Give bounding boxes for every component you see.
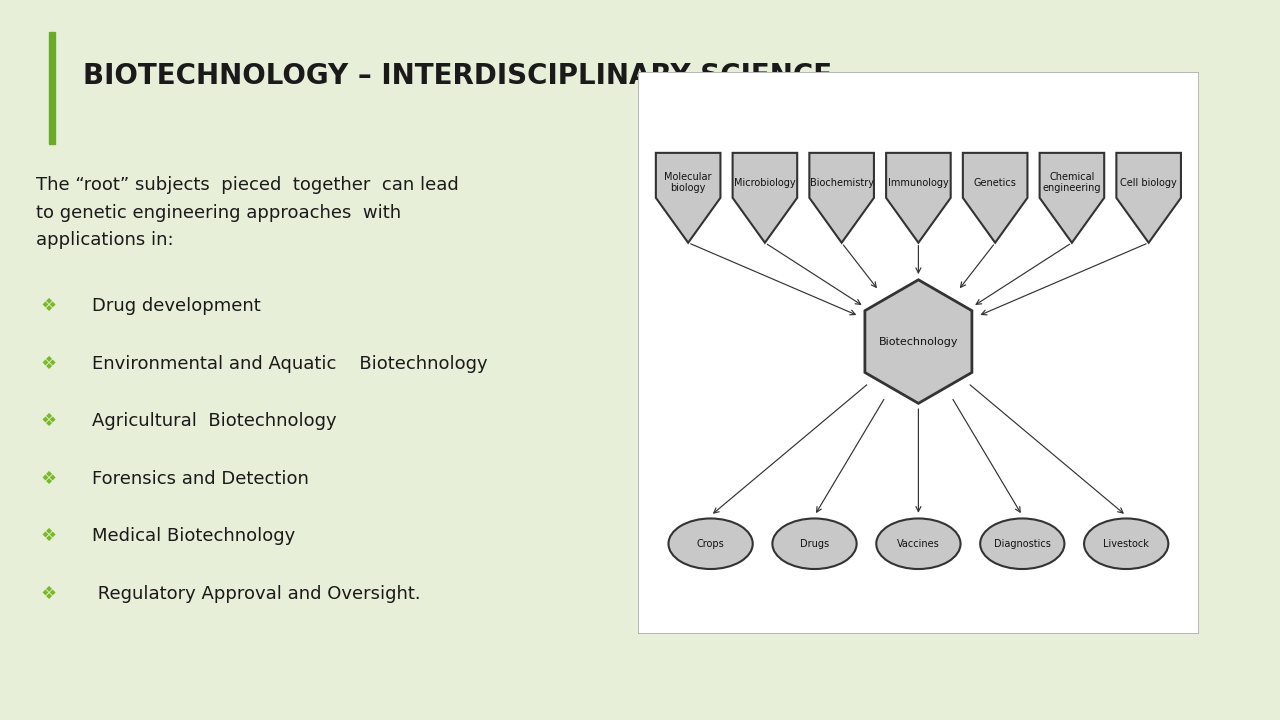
- Polygon shape: [732, 153, 797, 243]
- Text: Diagnostics: Diagnostics: [993, 539, 1051, 549]
- Ellipse shape: [877, 518, 960, 569]
- Text: ❖: ❖: [41, 585, 58, 603]
- Text: Livestock: Livestock: [1103, 539, 1149, 549]
- Text: ❖: ❖: [41, 412, 58, 431]
- Polygon shape: [1039, 153, 1105, 243]
- Ellipse shape: [980, 518, 1065, 569]
- Text: Drug development: Drug development: [92, 297, 261, 315]
- Text: ❖: ❖: [41, 297, 58, 315]
- Text: Biotechnology: Biotechnology: [878, 336, 959, 346]
- Text: ❖: ❖: [41, 527, 58, 546]
- Text: ❖: ❖: [41, 470, 58, 488]
- Ellipse shape: [1084, 518, 1169, 569]
- Ellipse shape: [772, 518, 856, 569]
- Text: Microbiology: Microbiology: [735, 178, 796, 187]
- Text: Biochemistry: Biochemistry: [810, 178, 874, 187]
- Text: Forensics and Detection: Forensics and Detection: [92, 470, 308, 488]
- Text: Crops: Crops: [696, 539, 724, 549]
- Text: Agricultural  Biotechnology: Agricultural Biotechnology: [92, 412, 337, 431]
- Text: Vaccines: Vaccines: [897, 539, 940, 549]
- Ellipse shape: [668, 518, 753, 569]
- Text: Drugs: Drugs: [800, 539, 829, 549]
- Text: Regulatory Approval and Oversight.: Regulatory Approval and Oversight.: [92, 585, 421, 603]
- Text: Molecular
biology: Molecular biology: [664, 172, 712, 194]
- Text: Medical Biotechnology: Medical Biotechnology: [92, 527, 296, 546]
- Polygon shape: [655, 153, 721, 243]
- Bar: [49, 32, 55, 144]
- Polygon shape: [886, 153, 951, 243]
- Text: Genetics: Genetics: [974, 178, 1016, 187]
- Text: Environmental and Aquatic    Biotechnology: Environmental and Aquatic Biotechnology: [92, 355, 488, 373]
- Polygon shape: [963, 153, 1028, 243]
- Text: Cell biology: Cell biology: [1120, 178, 1178, 187]
- Text: Chemical
engineering: Chemical engineering: [1043, 172, 1101, 194]
- Text: ❖: ❖: [41, 355, 58, 373]
- Text: The “root” subjects  pieced  together  can lead
to genetic engineering approache: The “root” subjects pieced together can …: [36, 176, 458, 248]
- Polygon shape: [1116, 153, 1181, 243]
- Polygon shape: [865, 280, 972, 403]
- Text: BIOTECHNOLOGY – INTERDISCIPLINARY SCIENCE: BIOTECHNOLOGY – INTERDISCIPLINARY SCIENC…: [83, 62, 832, 89]
- Text: Immunology: Immunology: [888, 178, 948, 187]
- Polygon shape: [809, 153, 874, 243]
